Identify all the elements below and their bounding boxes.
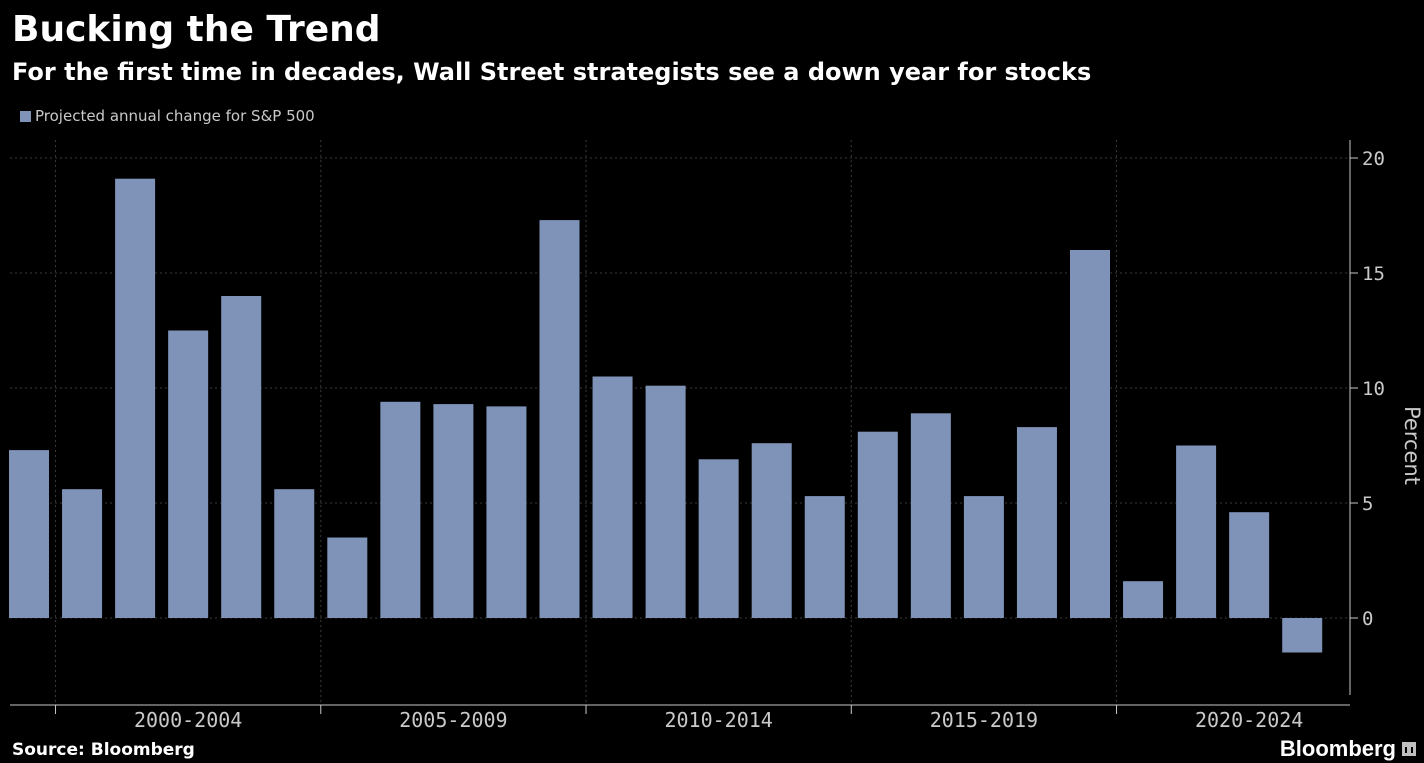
- brand-logo: Bloomberg: [1280, 735, 1416, 763]
- y-tick-label: 15: [1362, 263, 1385, 285]
- legend-swatch: [20, 110, 31, 122]
- bar: [9, 450, 49, 618]
- bar: [857, 431, 898, 618]
- x-tick-label: 2010-2014: [664, 708, 772, 732]
- y-tick-label: 10: [1362, 378, 1385, 400]
- bar: [698, 459, 739, 618]
- bar: [645, 385, 686, 618]
- bar: [327, 537, 368, 618]
- legend: Projected annual change for S&P 500: [20, 106, 315, 126]
- bar: [751, 443, 792, 618]
- legend-label: Projected annual change for S&P 500: [35, 107, 315, 125]
- bar: [274, 489, 315, 618]
- bar: [168, 330, 209, 618]
- bar: [910, 413, 951, 618]
- x-tick-label: 2000-2004: [134, 708, 242, 732]
- x-tick-label: 2020-2024: [1195, 708, 1303, 732]
- source-note: Source: Bloomberg: [12, 740, 195, 760]
- bar: [62, 489, 103, 618]
- chart-subtitle: For the first time in decades, Wall Stre…: [12, 58, 1092, 86]
- bar: [433, 404, 474, 618]
- bar-chart: 0 5 10 15 20 Percent 2000-2004 2005-2009 2010-20…: [9, 140, 1424, 732]
- y-axis-title: Percent: [1400, 406, 1424, 485]
- x-tick-label: 2005-2009: [399, 708, 507, 732]
- bar: [221, 296, 262, 618]
- bar: [380, 401, 421, 618]
- brand-name: Bloomberg: [1279, 736, 1396, 761]
- bloomberg-chart-icon: [1402, 742, 1416, 756]
- bar: [115, 178, 156, 618]
- bar: [539, 220, 580, 618]
- bar: [1016, 427, 1057, 618]
- y-tick-label: 5: [1362, 493, 1373, 515]
- x-tick-label: 2015-2019: [930, 708, 1038, 732]
- bar: [1282, 618, 1323, 653]
- bar: [1229, 512, 1270, 618]
- chart-title: Bucking the Trend: [12, 9, 381, 50]
- y-tick-label: 20: [1362, 148, 1385, 170]
- y-tick-label: 0: [1362, 608, 1373, 630]
- bar: [1123, 581, 1164, 618]
- bar: [963, 496, 1004, 618]
- bar: [1176, 445, 1217, 618]
- bar: [486, 406, 527, 618]
- bar: [1070, 250, 1110, 618]
- bar: [592, 376, 633, 618]
- bar: [804, 496, 845, 618]
